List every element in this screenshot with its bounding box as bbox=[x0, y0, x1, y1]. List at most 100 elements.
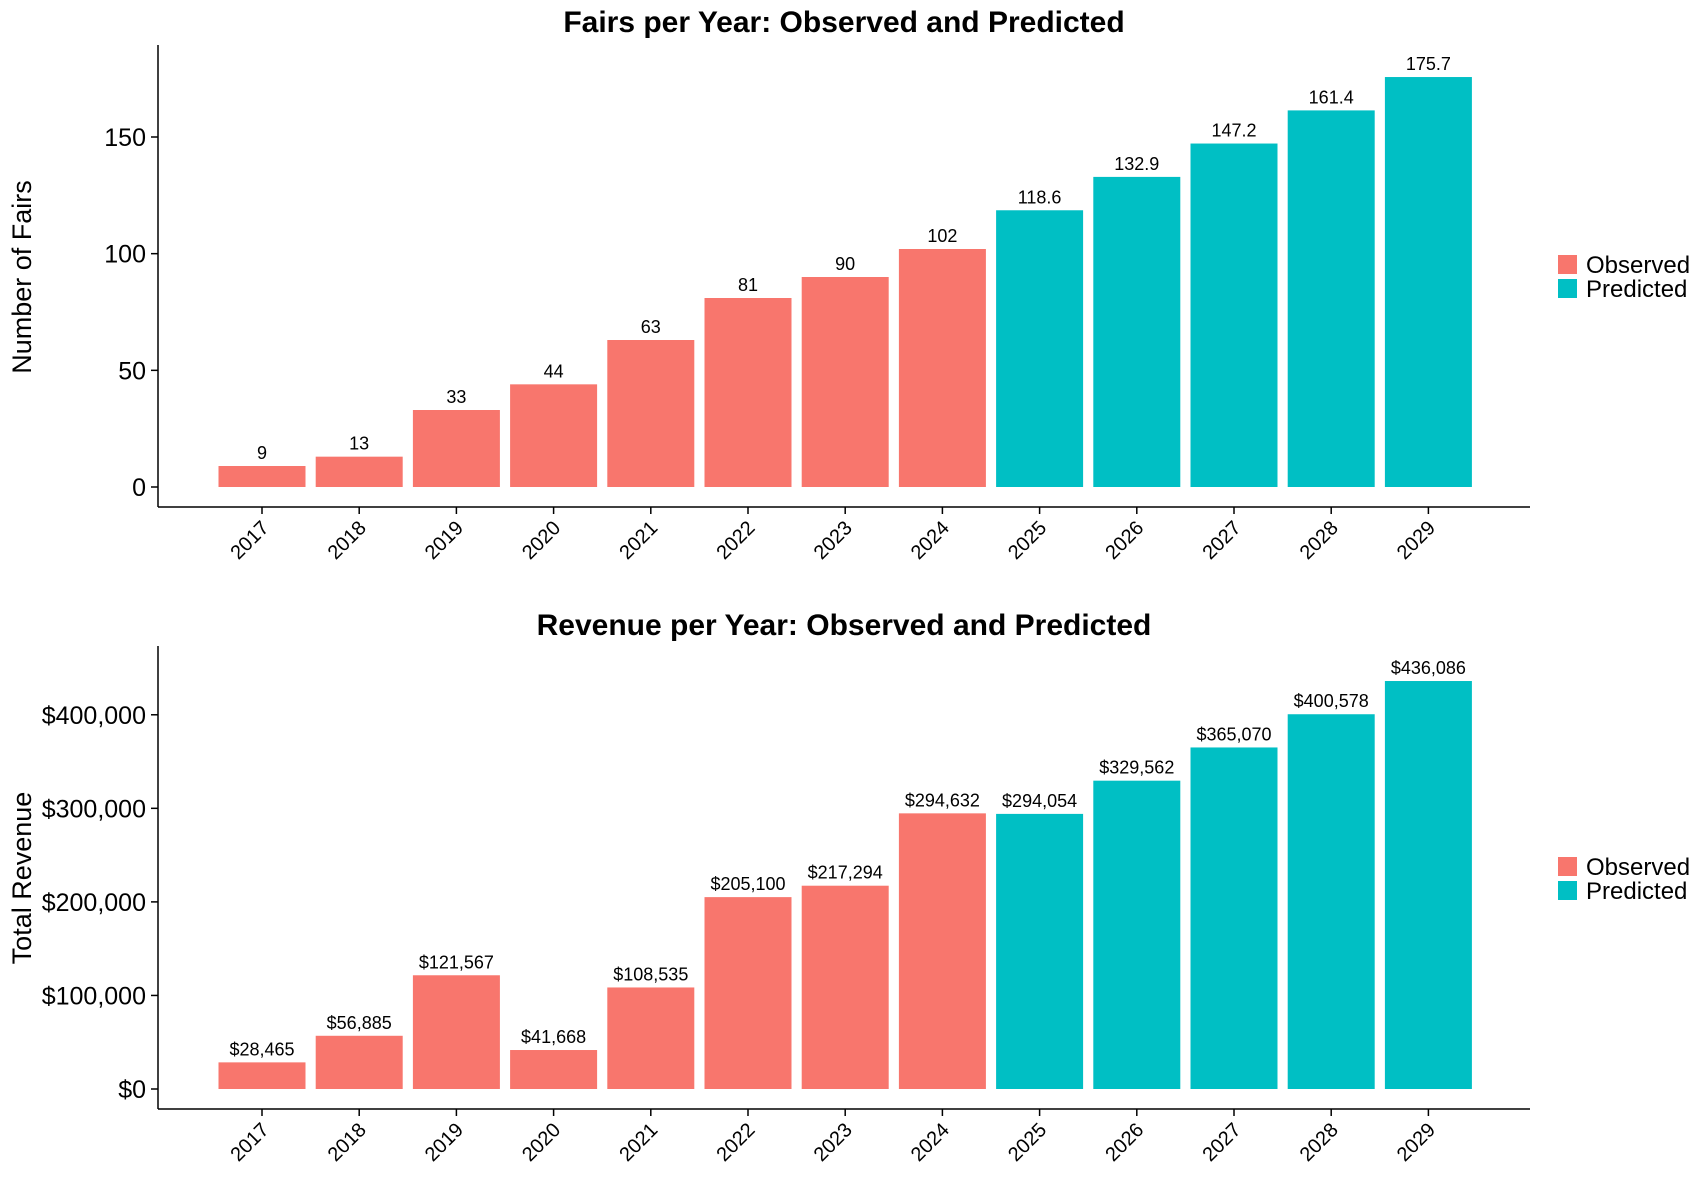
revenue-ytick-label: $100,000 bbox=[42, 982, 146, 1010]
revenue-bar-2017 bbox=[218, 1062, 306, 1089]
fairs-value-label: 33 bbox=[446, 387, 466, 407]
fairs-legend-label-predicted: Predicted bbox=[1586, 276, 1687, 303]
revenue-value-label: $294,632 bbox=[905, 790, 980, 810]
revenue-chart-ylabel: Total Revenue bbox=[7, 792, 37, 965]
revenue-xtick-label: 2019 bbox=[421, 1119, 468, 1166]
revenue-value-label: $205,100 bbox=[710, 874, 785, 894]
fairs-value-label: 90 bbox=[835, 254, 855, 274]
fairs-legend-label-observed: Observed bbox=[1586, 252, 1690, 279]
revenue-chart: Revenue per Year: Observed and Predicted… bbox=[7, 609, 1690, 1166]
revenue-bar-2024 bbox=[898, 813, 986, 1089]
revenue-bar-2018 bbox=[315, 1035, 403, 1089]
revenue-bar-2021 bbox=[607, 987, 695, 1089]
fairs-ytick-label: 100 bbox=[104, 241, 146, 269]
fairs-bar-2028 bbox=[1287, 110, 1375, 488]
fairs-bar-2020 bbox=[510, 384, 598, 487]
revenue-bar-2027 bbox=[1190, 747, 1278, 1089]
fairs-xtick-label: 2020 bbox=[518, 517, 565, 564]
fairs-xtick-label: 2022 bbox=[713, 517, 760, 564]
fairs-bar-2022 bbox=[704, 298, 792, 487]
revenue-xtick-label: 2017 bbox=[227, 1119, 274, 1166]
fairs-xtick-label: 2019 bbox=[421, 517, 468, 564]
fairs-value-label: 147.2 bbox=[1211, 121, 1256, 141]
revenue-bar-2022 bbox=[704, 897, 792, 1089]
fairs-bar-2025 bbox=[996, 210, 1084, 487]
revenue-value-label: $365,070 bbox=[1196, 724, 1271, 744]
revenue-legend-swatch-observed bbox=[1558, 857, 1577, 876]
revenue-bar-2026 bbox=[1093, 780, 1181, 1089]
revenue-xtick-label: 2021 bbox=[615, 1119, 662, 1166]
fairs-value-label: 118.6 bbox=[1018, 187, 1062, 207]
fairs-chart-ylabel: Number of Fairs bbox=[7, 180, 37, 374]
revenue-ytick-label: $0 bbox=[118, 1076, 146, 1104]
fairs-value-label: 102 bbox=[927, 226, 957, 246]
revenue-xtick-label: 2018 bbox=[324, 1119, 371, 1166]
fairs-bar-2019 bbox=[412, 410, 500, 487]
revenue-value-label: $436,086 bbox=[1391, 658, 1466, 678]
revenue-xtick-label: 2023 bbox=[810, 1119, 857, 1166]
fairs-value-label: 81 bbox=[738, 275, 758, 295]
fairs-bar-2023 bbox=[801, 277, 889, 487]
revenue-value-label: $56,885 bbox=[327, 1013, 392, 1033]
revenue-value-label: $329,562 bbox=[1099, 758, 1174, 778]
revenue-bar-2028 bbox=[1287, 714, 1375, 1089]
fairs-ytick-label: 0 bbox=[132, 474, 146, 502]
fairs-chart: Fairs per Year: Observed and Predicted N… bbox=[7, 6, 1690, 564]
fairs-bar-2029 bbox=[1384, 77, 1472, 488]
revenue-value-label: $294,054 bbox=[1002, 791, 1077, 811]
revenue-bar-2023 bbox=[801, 885, 889, 1089]
fairs-xtick-label: 2023 bbox=[810, 517, 857, 564]
fairs-bar-2021 bbox=[607, 340, 695, 487]
revenue-xtick-label: 2028 bbox=[1296, 1119, 1343, 1166]
revenue-legend-swatch-predicted bbox=[1558, 881, 1577, 900]
fairs-bar-2024 bbox=[898, 249, 986, 487]
fairs-value-label: 63 bbox=[641, 317, 661, 337]
fairs-xtick-label: 2027 bbox=[1199, 517, 1246, 564]
revenue-ytick-label: $300,000 bbox=[42, 795, 146, 823]
fairs-ytick-label: 150 bbox=[104, 124, 146, 152]
fairs-bar-2027 bbox=[1190, 143, 1278, 488]
revenue-bar-2020 bbox=[510, 1050, 598, 1089]
revenue-xtick-label: 2025 bbox=[1004, 1119, 1051, 1166]
fairs-value-label: 13 bbox=[349, 434, 369, 454]
fairs-legend-swatch-observed bbox=[1558, 255, 1577, 274]
revenue-value-label: $41,668 bbox=[521, 1027, 586, 1047]
revenue-xtick-label: 2029 bbox=[1393, 1119, 1440, 1166]
fairs-xtick-label: 2025 bbox=[1004, 517, 1051, 564]
revenue-xtick-label: 2024 bbox=[907, 1119, 954, 1166]
revenue-value-label: $217,294 bbox=[808, 863, 883, 883]
fairs-legend-swatch-predicted bbox=[1558, 279, 1577, 298]
fairs-chart-title: Fairs per Year: Observed and Predicted bbox=[563, 6, 1124, 39]
revenue-xtick-label: 2026 bbox=[1101, 1119, 1148, 1166]
fairs-xtick-label: 2018 bbox=[324, 517, 371, 564]
fairs-value-label: 44 bbox=[544, 361, 564, 381]
revenue-bar-2025 bbox=[996, 813, 1084, 1089]
revenue-value-label: $28,465 bbox=[229, 1039, 294, 1059]
fairs-xtick-label: 2024 bbox=[907, 517, 954, 564]
revenue-legend-label-predicted: Predicted bbox=[1586, 878, 1687, 905]
revenue-xtick-label: 2022 bbox=[713, 1119, 760, 1166]
fairs-bar-2026 bbox=[1093, 176, 1181, 487]
fairs-xtick-label: 2026 bbox=[1101, 517, 1148, 564]
revenue-ytick-label: $400,000 bbox=[42, 702, 146, 730]
fairs-bar-2017 bbox=[218, 466, 306, 487]
revenue-xtick-label: 2027 bbox=[1199, 1119, 1246, 1166]
revenue-ytick-label: $200,000 bbox=[42, 889, 146, 917]
revenue-chart-title: Revenue per Year: Observed and Predicted bbox=[537, 609, 1152, 642]
revenue-value-label: $400,578 bbox=[1294, 691, 1369, 711]
fairs-value-label: 175.7 bbox=[1406, 54, 1451, 74]
revenue-bar-2019 bbox=[412, 975, 500, 1089]
fairs-value-label: 161.4 bbox=[1309, 87, 1354, 107]
fairs-bar-2018 bbox=[315, 456, 403, 487]
revenue-bar-2029 bbox=[1384, 681, 1472, 1089]
revenue-xtick-label: 2020 bbox=[518, 1119, 565, 1166]
fairs-ytick-label: 50 bbox=[118, 357, 146, 385]
revenue-value-label: $121,567 bbox=[419, 952, 494, 972]
revenue-legend-label-observed: Observed bbox=[1586, 854, 1690, 881]
fairs-xtick-label: 2021 bbox=[615, 517, 662, 564]
fairs-xtick-label: 2017 bbox=[227, 517, 274, 564]
fairs-xtick-label: 2029 bbox=[1393, 517, 1440, 564]
fairs-value-label: 9 bbox=[257, 443, 267, 463]
revenue-value-label: $108,535 bbox=[613, 964, 688, 984]
